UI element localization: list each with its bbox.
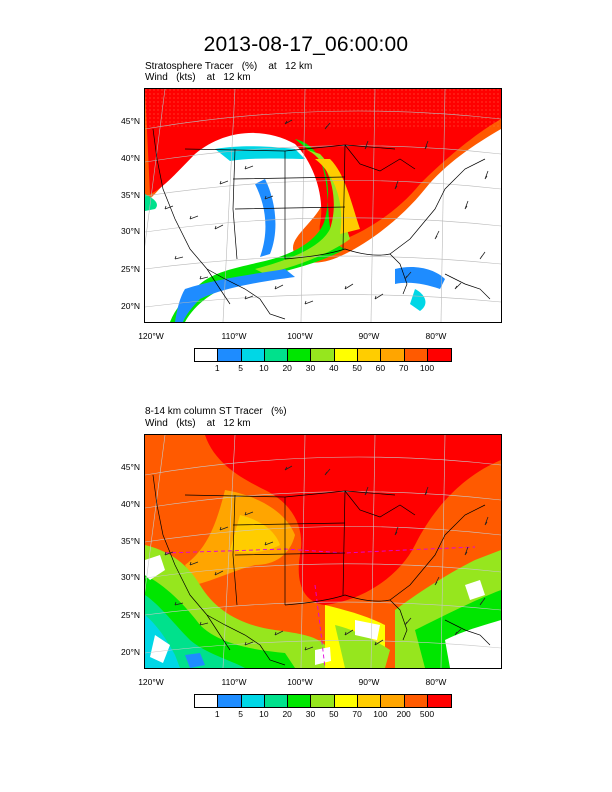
plot1-colorbar-box (427, 349, 452, 361)
plot1-colorbar-box (311, 349, 335, 361)
plot1-colorbar-label: 60 (375, 363, 386, 373)
plot2-lat-label-25: 25°N (121, 610, 140, 620)
plot2-lon-label-80: 80°W (425, 677, 447, 687)
plot2-colorbar-box (358, 695, 382, 707)
plot1-lat-label-35: 35°N (121, 190, 140, 200)
plot2-colorbar-label: 5 (238, 709, 243, 719)
plot1-lat-label-45: 45°N (121, 116, 140, 126)
plot2-lat-label-40: 40°N (121, 499, 140, 509)
plot1-lon-label-90: 90°W (358, 331, 380, 341)
plot2-lon-label-120: 120°W (138, 677, 164, 687)
plot2-colorbar-box (381, 695, 405, 707)
plot1-subtitle: Wind (kts) at 12 km (145, 72, 251, 83)
plot1-title: Stratosphere Tracer (%) at 12 km (145, 61, 313, 72)
page-title: 2013-08-17_06:00:00 (203, 33, 409, 56)
plot1-colorbar-label: 10 (259, 363, 269, 373)
plot1-colorbar-box (381, 349, 405, 361)
plot1-lat-label-30: 30°N (121, 226, 140, 236)
plot1-colorbar-box (218, 349, 242, 361)
plot2-lat-label-20: 20°N (121, 647, 140, 657)
plot1-colorbar-box (195, 349, 219, 361)
plot1-lat-label-20: 20°N (121, 301, 140, 311)
plot2-lat-label-45: 45°N (121, 462, 140, 472)
plot1-colorbar-box (358, 349, 382, 361)
plot2-colorbar-label: 100 (373, 709, 388, 719)
plot1-colorbar-box (264, 349, 289, 361)
plot2-colorbar-label: 200 (396, 709, 411, 719)
plot1-colorbar-box (288, 349, 312, 361)
plot2-lon-label-90: 90°W (358, 677, 380, 687)
plot2-colorbar-box (195, 695, 219, 707)
plot1-lon-label-100: 100°W (287, 331, 313, 341)
plot1-colorbar-label: 50 (352, 363, 362, 373)
plot1-colorbar-label: 100 (419, 363, 435, 373)
plot1-colorbar-box (241, 349, 265, 361)
plot1-map (144, 88, 502, 323)
plot2-colorbar-box (288, 695, 312, 707)
plot2-lat-label-30: 30°N (121, 572, 140, 582)
plot2-colorbar-box (218, 695, 242, 707)
plot2-colorbar-label: 10 (259, 709, 269, 719)
plot2-lat-label-35: 35°N (121, 536, 140, 546)
plot1-lon-label-120: 120°W (138, 331, 164, 341)
plot1-colorbar-label: 5 (238, 363, 243, 373)
plot1-lon-label-80: 80°W (425, 331, 447, 341)
plot1-colorbar-box (334, 349, 359, 361)
plot2-colorbar-box (427, 695, 452, 707)
plot1-colorbar-label: 1 (214, 363, 220, 373)
plot2-colorbar-box (311, 695, 335, 707)
plot2-lon-label-100: 100°W (287, 677, 313, 687)
plot1-lat-label-40: 40°N (121, 153, 140, 163)
plot2-lon-label-110: 110°W (221, 677, 247, 687)
plot1-colorbar-label: 40 (329, 363, 339, 373)
plot2-colorbar-box (241, 695, 265, 707)
plot2-subtitle: Wind (kts) at 12 km (145, 418, 251, 429)
plot1-colorbar-label: 30 (305, 363, 316, 373)
plot1-colorbar (194, 348, 453, 362)
plot2-colorbar-box (264, 695, 289, 707)
plot2-map (144, 434, 502, 669)
plot2-colorbar-box (334, 695, 359, 707)
plot1-colorbar-label: 20 (282, 363, 292, 373)
plot2-colorbar-label: 500 (419, 709, 435, 719)
plot2-title: 8-14 km column ST Tracer (%) (145, 406, 287, 417)
plot2-colorbar-label: 30 (305, 709, 316, 719)
plot1-colorbar-box (404, 349, 428, 361)
plot2-colorbar-label: 20 (282, 709, 292, 719)
plot2-colorbar-label: 1 (214, 709, 220, 719)
plot2-colorbar-label: 50 (329, 709, 339, 719)
plot1-lat-label-25: 25°N (121, 264, 140, 274)
plot2-colorbar (194, 694, 453, 708)
plot1-lon-label-110: 110°W (221, 331, 247, 341)
plot1-colorbar-label: 70 (398, 363, 409, 373)
plot2-colorbar-label: 70 (352, 709, 362, 719)
plot2-colorbar-box (404, 695, 428, 707)
